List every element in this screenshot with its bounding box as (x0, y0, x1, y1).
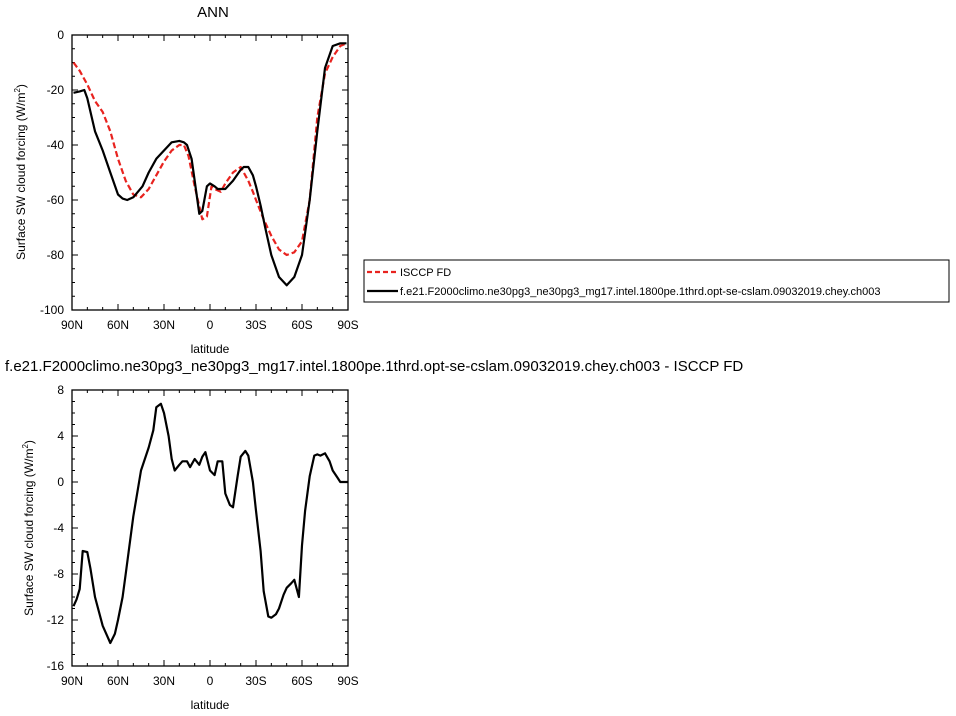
legend-label-isccp: ISCCP FD (400, 267, 451, 279)
bottom-axes-ticks: 90N 60N 30N 0 30S 60S 90S 8 4 0 -4 -8 -12 -16 (47, 383, 359, 688)
bottom-x-tick-label: 90N (61, 674, 83, 688)
bottom-y-tick-label: -8 (53, 567, 64, 581)
bottom-y-axis-label: Surface SW cloud forcing (W/m2) (21, 440, 36, 616)
bottom-x-tick-label: 30N (153, 674, 175, 688)
top-x-tick-label: 60S (291, 318, 312, 332)
top-y-tick-label: -100 (40, 303, 64, 317)
bottom-y-tick-label: 0 (57, 475, 64, 489)
top-x-tick-label: 90S (337, 318, 358, 332)
bottom-series-line-model (72, 402, 348, 645)
top-y-tick-label: -80 (47, 248, 65, 262)
top-series-line-model (73, 42, 347, 287)
legend: ISCCP FD f.e21.F2000climo.ne30pg3_ne30pg… (363, 259, 950, 303)
bottom-x-tick-label: 30S (245, 674, 266, 688)
bottom-x-tick-label: 60N (107, 674, 129, 688)
top-y-tick-label: -40 (47, 138, 65, 152)
top-plot-frame (71, 34, 349, 311)
bottom-y-tick-label: 4 (57, 429, 64, 443)
top-y-tick-label: -20 (47, 83, 65, 97)
bottom-x-tick-label: 0 (207, 674, 214, 688)
top-axes-ticks: 90N 60N 30N 0 30S 60S 90S 0 -20 -40 -60 -80 -100 (40, 28, 359, 332)
bottom-x-axis-label: latitude (191, 698, 230, 712)
top-x-axis-label: latitude (191, 342, 230, 356)
legend-box (363, 259, 950, 303)
top-series-line-isccp (72, 42, 347, 257)
top-y-tick-label: 0 (57, 28, 64, 42)
top-x-tick-label: 30S (245, 318, 266, 332)
top-y-axis-label: Surface SW cloud forcing (W/m2) (13, 84, 28, 260)
top-x-tick-label: 90N (61, 318, 83, 332)
top-chart-title: ANN (197, 4, 229, 21)
top-y-tick-label: -60 (47, 193, 65, 207)
top-panel: ANN 90N 60N 30N 0 30S 60S 90S 0 -20 -40 -60 -80 -100… (13, 4, 359, 356)
bottom-panel: f.e21.F2000climo.ne30pg3_ne30pg3_mg17.in… (5, 358, 743, 712)
bottom-plot-frame (71, 389, 349, 667)
bottom-y-tick-label: 8 (57, 383, 64, 397)
top-x-tick-label: 60N (107, 318, 129, 332)
legend-label-model: f.e21.F2000climo.ne30pg3_ne30pg3_mg17.in… (400, 286, 880, 298)
bottom-series-group (72, 402, 348, 645)
bottom-chart-title: f.e21.F2000climo.ne30pg3_ne30pg3_mg17.in… (5, 358, 743, 375)
bottom-y-tick-label: -12 (47, 613, 65, 627)
top-x-tick-label: 0 (207, 318, 214, 332)
bottom-x-tick-label: 90S (337, 674, 358, 688)
bottom-y-tick-label: -4 (53, 521, 64, 535)
bottom-y-tick-label: -16 (47, 659, 65, 673)
top-series-group (72, 42, 347, 287)
top-x-tick-label: 30N (153, 318, 175, 332)
bottom-x-tick-label: 60S (291, 674, 312, 688)
